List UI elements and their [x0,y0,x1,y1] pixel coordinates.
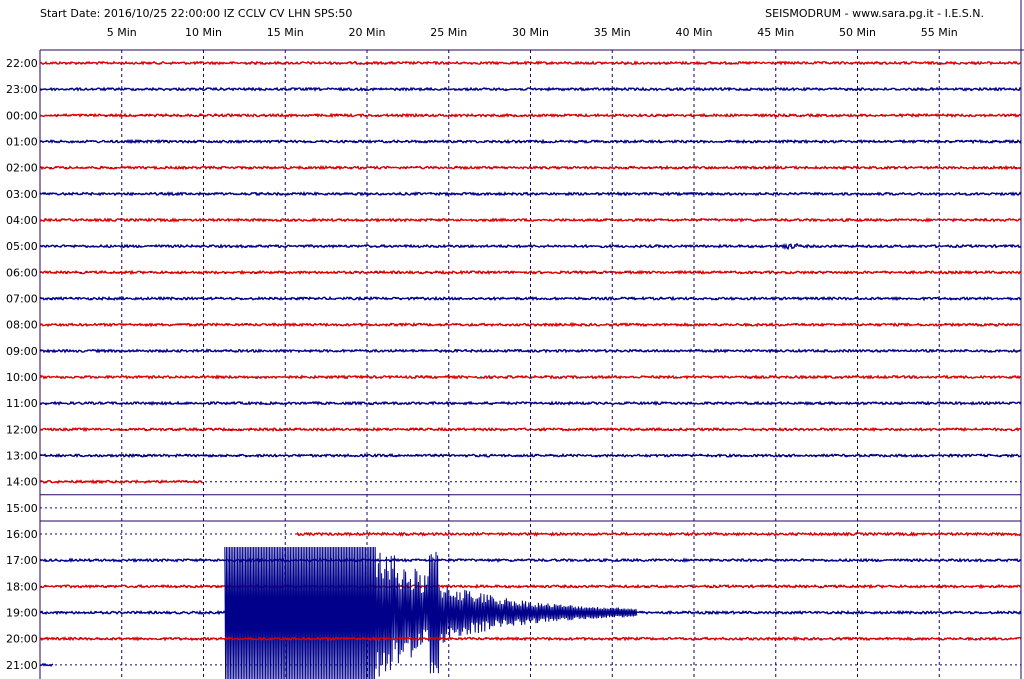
seismic-trace [39,321,1022,328]
hour-label: 12:00 [6,423,38,436]
hour-label: 14:00 [6,476,38,489]
hour-label: 08:00 [6,319,38,332]
seismic-trace [39,452,1022,459]
hour-label: 07:00 [6,293,38,306]
hour-label: 00:00 [6,109,38,122]
seismic-trace [39,269,1022,276]
hour-label: 19:00 [6,607,38,620]
hour-label: 22:00 [6,57,38,70]
seismic-trace [39,86,1022,92]
hour-label: 13:00 [6,450,38,463]
seismic-trace [39,217,1022,223]
x-tick-label: 45 Min [757,26,794,39]
seismic-trace [39,400,1022,407]
x-tick-label: 30 Min [512,26,549,39]
hour-label: 17:00 [6,554,38,567]
hour-label: 11:00 [6,397,38,410]
earthquake-trace [224,546,638,679]
seismic-trace [39,374,1022,380]
seismic-trace [39,426,1022,433]
seismic-trace [39,557,1022,564]
hour-label: 23:00 [6,83,38,96]
seismic-trace [39,348,1022,354]
seismic-trace [39,242,1022,251]
seismic-trace [39,295,1022,302]
hour-label: 10:00 [6,371,38,384]
hour-label: 20:00 [6,633,38,646]
hour-label: 04:00 [6,214,38,227]
hour-label: 01:00 [6,136,38,149]
x-tick-label: 10 Min [185,26,222,39]
hour-label: 05:00 [6,240,38,253]
seismic-trace [39,478,204,485]
hour-label: 21:00 [6,659,38,672]
seismic-trace [296,531,1022,537]
hour-label: 18:00 [6,580,38,593]
seismic-trace [39,635,1022,642]
seismic-trace [39,190,1022,197]
seismic-trace [39,60,1022,66]
x-tick-label: 40 Min [675,26,712,39]
hour-label: 09:00 [6,345,38,358]
credit-label: SEISMODRUM - www.sara.pg.it - I.E.S.N. [765,7,984,20]
start-info-label: Start Date: 2016/10/25 22:00:00 IZ CCLV … [40,7,353,20]
seismic-trace [39,112,1022,119]
seismic-trace [39,583,1022,590]
x-tick-label: 55 Min [921,26,958,39]
x-tick-label: 35 Min [594,26,631,39]
hour-label: 02:00 [6,162,38,175]
seismic-trace [39,164,1022,171]
hour-label: 16:00 [6,528,38,541]
hour-label: 06:00 [6,266,38,279]
x-tick-label: 15 Min [267,26,304,39]
x-tick-label: 25 Min [430,26,467,39]
x-tick-label: 50 Min [839,26,876,39]
hour-label: 15:00 [6,502,38,515]
x-tick-label: 20 Min [348,26,385,39]
seismic-trace [39,138,1022,145]
hour-label: 03:00 [6,188,38,201]
seismic-trace [39,662,54,667]
x-tick-label: 5 Min [107,26,137,39]
